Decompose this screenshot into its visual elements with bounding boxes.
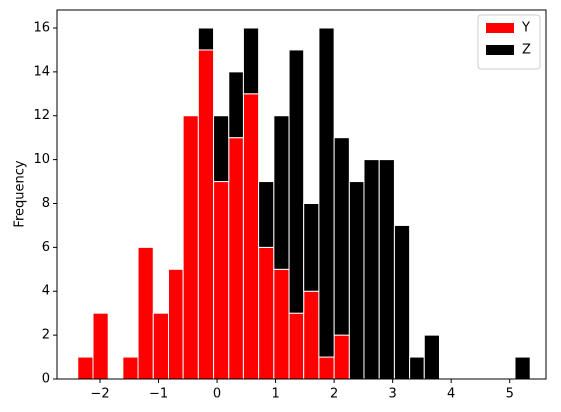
bar (333, 137, 350, 336)
bar (393, 224, 411, 380)
y-tick-label: 16 (33, 20, 50, 35)
legend-swatch (486, 45, 514, 55)
bar (303, 290, 320, 380)
y-tick-label: 6 (42, 240, 50, 255)
x-tick-label: 5 (506, 387, 514, 402)
x-tick-label: −1 (149, 387, 168, 402)
bar (423, 334, 440, 380)
bar (318, 27, 335, 358)
y-tick-label: 2 (42, 328, 50, 343)
bar (288, 312, 305, 380)
bar (167, 268, 184, 380)
bar (242, 93, 260, 380)
y-tick-label: 0 (42, 372, 50, 387)
bar (122, 356, 139, 380)
y-tick-label: 4 (42, 284, 50, 299)
bar (409, 356, 425, 380)
bar (228, 137, 244, 380)
bar (348, 181, 365, 380)
bar (197, 27, 215, 51)
bar (288, 49, 305, 314)
bar (378, 159, 395, 380)
bar (92, 312, 109, 380)
legend-label: Y (521, 21, 530, 36)
x-tick-label: 3 (389, 387, 397, 402)
legend-label: Z (522, 43, 531, 58)
x-tick-label: 2 (330, 387, 338, 402)
y-tick-label: 12 (33, 108, 50, 123)
y-axis-label: Frequency (13, 160, 28, 227)
bar (213, 115, 230, 183)
bar (333, 334, 350, 380)
bar (273, 268, 290, 380)
bar (258, 246, 275, 380)
plot-frame (56, 9, 547, 380)
x-tick-label: 1 (271, 387, 279, 402)
bar (242, 27, 260, 95)
y-tick-label: 10 (33, 152, 50, 167)
y-tick-label: 8 (42, 196, 50, 211)
legend-swatch (486, 23, 514, 33)
x-tick-label: −2 (90, 387, 109, 402)
y-tick-label: 14 (33, 64, 50, 79)
bar (77, 356, 94, 380)
x-tick-label: 0 (213, 387, 221, 402)
bar (303, 202, 320, 292)
bar (514, 356, 531, 380)
bar (228, 71, 244, 139)
bar (363, 159, 380, 380)
bar (213, 181, 230, 380)
x-tick-label: 4 (447, 387, 455, 402)
bar (318, 356, 335, 380)
bar (197, 49, 215, 380)
bar (258, 181, 275, 248)
bar (137, 246, 154, 380)
bar (152, 312, 169, 380)
bar (182, 115, 199, 380)
bar (273, 115, 290, 270)
